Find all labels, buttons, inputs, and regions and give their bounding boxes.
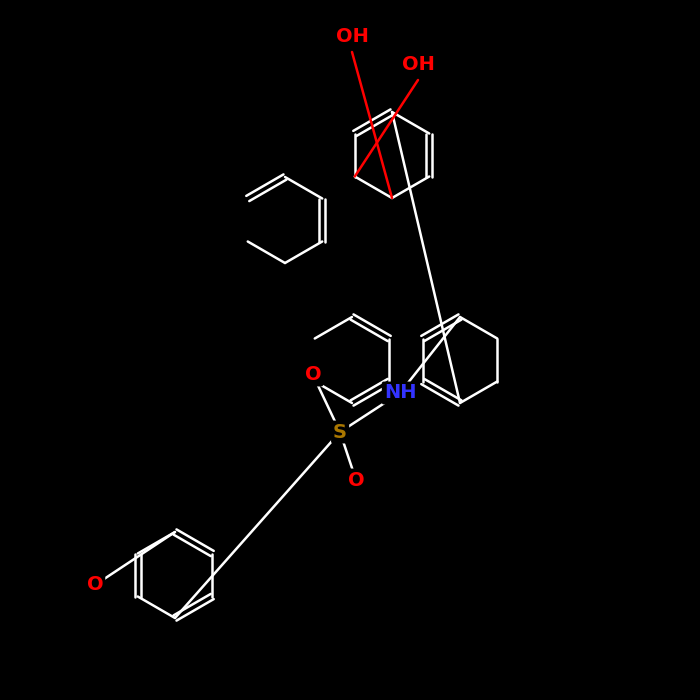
Text: OH: OH xyxy=(402,55,435,74)
Text: NH: NH xyxy=(384,384,416,402)
Text: O: O xyxy=(304,365,321,384)
Text: OH: OH xyxy=(335,27,368,46)
Text: S: S xyxy=(333,423,347,442)
Bar xyxy=(332,424,348,440)
Text: O: O xyxy=(87,575,104,594)
Text: O: O xyxy=(348,470,364,489)
Bar xyxy=(406,57,430,73)
Bar xyxy=(306,368,320,382)
Bar xyxy=(88,578,102,592)
Bar xyxy=(386,385,414,401)
Bar xyxy=(349,473,363,487)
Bar xyxy=(340,29,364,45)
